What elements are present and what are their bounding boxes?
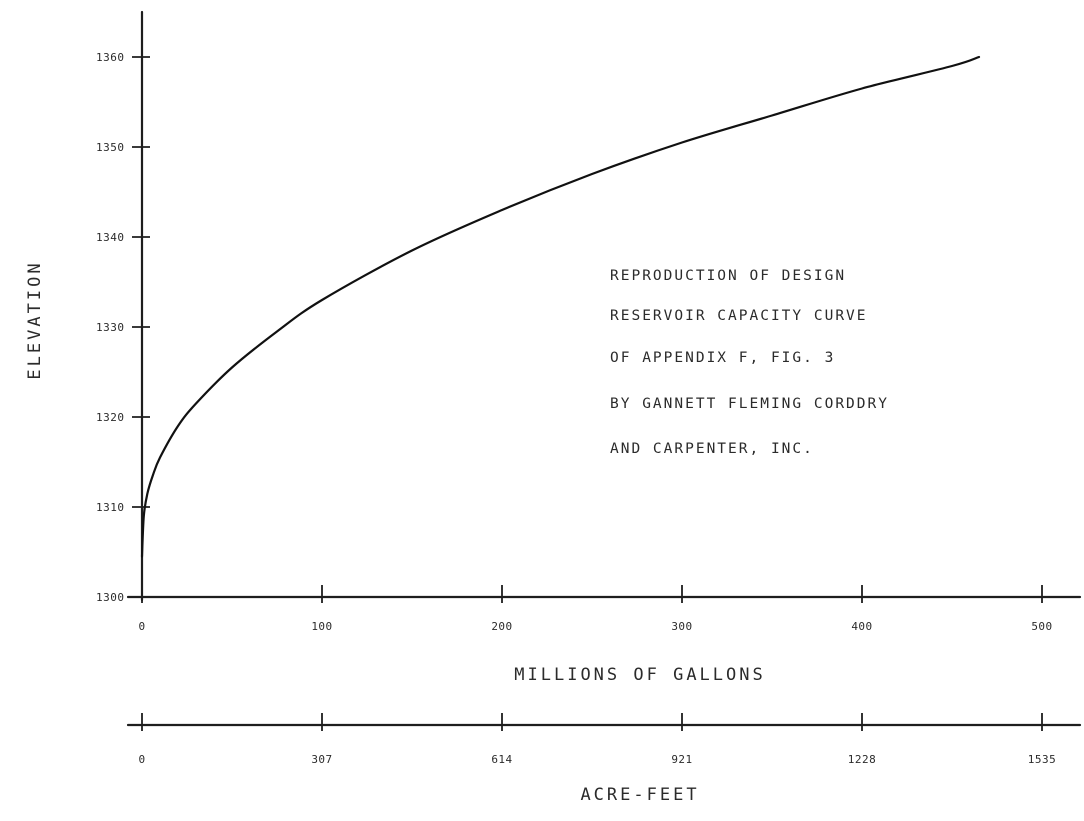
series-group: [140, 55, 981, 558]
x-axis-title: MILLIONS OF GALLONS: [514, 665, 765, 685]
axes-group: [126, 10, 1082, 727]
annotation-line-5: AND CARPENTER, INC.: [610, 441, 814, 457]
x2-tick-label-0: 0: [138, 753, 145, 766]
x-tick-label-200: 200: [491, 620, 512, 633]
capacity-curve-line: [140, 55, 981, 558]
y-axis-title: ELEVATION: [25, 260, 45, 379]
y-tick-label-1330: 1330: [96, 321, 125, 334]
y-tick-label-1350: 1350: [96, 141, 125, 154]
secondary-x-axis-title: ACRE-FEET: [580, 785, 699, 805]
x2-tick-label-307: 307: [311, 753, 332, 766]
x-ticks-group: 0 100 200 300 400 500: [138, 585, 1052, 633]
y-tick-label-1310: 1310: [96, 501, 125, 514]
annotation-line-1: REPRODUCTION OF DESIGN: [610, 268, 846, 284]
x2-tick-label-1228: 1228: [848, 753, 877, 766]
y-tick-label-1360: 1360: [96, 51, 125, 64]
annotation-line-4: BY GANNETT FLEMING CORDDRY: [610, 396, 889, 412]
x-tick-label-500: 500: [1031, 620, 1052, 633]
y-tick-label-1320: 1320: [96, 411, 125, 424]
chart-annotation: REPRODUCTION OF DESIGN RESERVOIR CAPACIT…: [610, 268, 889, 457]
x-tick-label-100: 100: [311, 620, 332, 633]
x2-tick-label-614: 614: [491, 753, 512, 766]
x-tick-label-0: 0: [138, 620, 145, 633]
y-tick-label-1300: 1300: [96, 591, 125, 604]
annotation-line-2: RESERVOIR CAPACITY CURVE: [610, 308, 868, 324]
y-tick-label-1340: 1340: [96, 231, 125, 244]
y-ticks-group: 1300 1310 1320 1330 1340 1350 1360: [96, 51, 150, 604]
x-tick-label-300: 300: [671, 620, 692, 633]
annotation-line-3: OF APPENDIX F, FIG. 3: [610, 350, 835, 366]
x2-tick-label-1535: 1535: [1028, 753, 1057, 766]
x-tick-label-400: 400: [851, 620, 872, 633]
secondary-x-ticks-group: 0 307 614 921 1228 1535: [138, 713, 1056, 766]
x2-tick-label-921: 921: [671, 753, 692, 766]
